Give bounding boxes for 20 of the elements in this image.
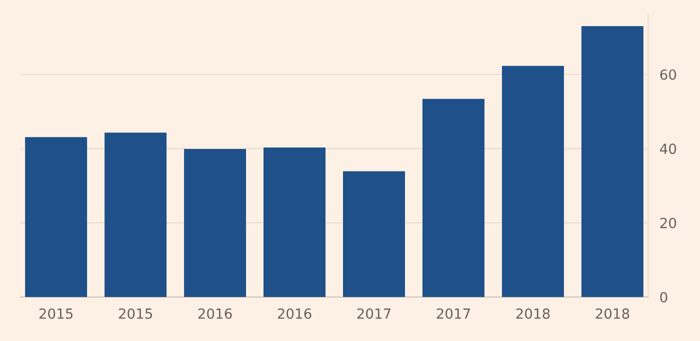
- bar: [342, 171, 405, 298]
- x-tick-label: 2018: [596, 308, 630, 319]
- y-tick-label: 20: [660, 218, 676, 228]
- y-tick-label: 60: [660, 69, 676, 80]
- x-tick-label: 2016: [198, 308, 232, 319]
- y-tick-label: 0: [660, 292, 668, 302]
- bar: [502, 66, 564, 298]
- x-tick-label: 2016: [278, 308, 312, 319]
- x-tick-label: 2017: [357, 308, 390, 319]
- x-tick-label: 2015: [118, 308, 152, 319]
- bar: [422, 98, 484, 298]
- x-tick-label: 2017: [436, 308, 470, 319]
- bar: [581, 26, 644, 298]
- bar: [264, 147, 326, 298]
- y-tick-label: 40: [660, 144, 676, 154]
- bar: [104, 132, 167, 298]
- x-tick-label: 2018: [516, 308, 550, 319]
- bar: [184, 148, 246, 298]
- x-tick-label: 2015: [39, 308, 73, 319]
- bar: [25, 137, 88, 298]
